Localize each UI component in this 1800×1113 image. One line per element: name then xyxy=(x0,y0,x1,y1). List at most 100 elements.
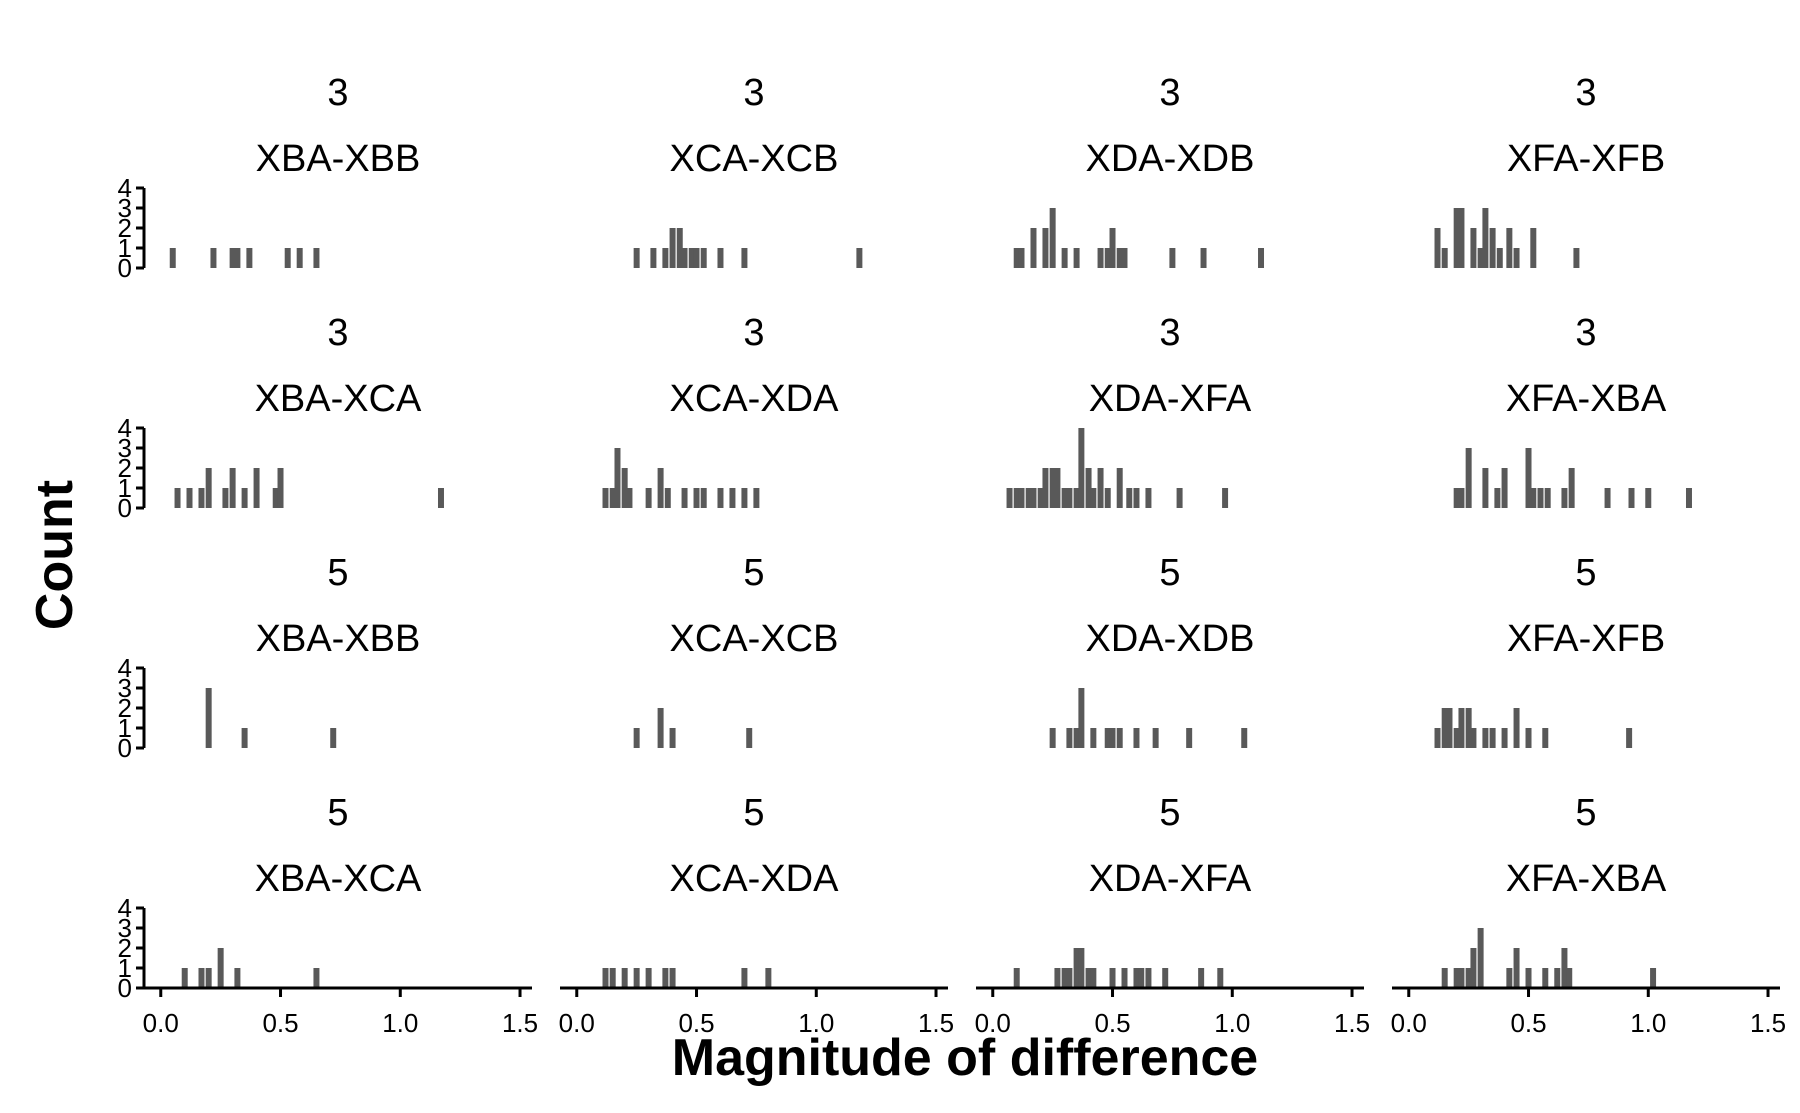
histogram-bar xyxy=(1513,248,1520,268)
histogram-bar xyxy=(1441,248,1448,268)
histogram-bar xyxy=(1453,968,1460,988)
histogram-bar xyxy=(1104,488,1111,508)
histogram-bar xyxy=(1525,448,1532,508)
histogram-bar xyxy=(681,488,688,508)
histogram-bar xyxy=(174,488,181,508)
panel-pair-label: XFA-XFB xyxy=(1507,618,1665,660)
histogram-bar xyxy=(229,468,236,508)
panel-group-label: 5 xyxy=(1575,792,1596,834)
y-tick-label: 0 xyxy=(118,973,132,1003)
x-tick-label: 0.0 xyxy=(975,1008,1011,1038)
histogram-bar xyxy=(657,468,664,508)
histogram-bar xyxy=(729,488,736,508)
histogram-bar xyxy=(621,968,628,988)
panel-5-XDA-XDB: 5 XDA-XDB xyxy=(1049,552,1254,748)
panel-pair-label: XBA-XCA xyxy=(255,858,422,900)
histogram-bar xyxy=(1104,248,1111,268)
histogram-bar xyxy=(741,968,748,988)
histogram-bar xyxy=(1152,728,1159,748)
histogram-bar xyxy=(1482,468,1489,508)
histogram-bar xyxy=(1176,488,1183,508)
panel-5-XCA-XDA: 5 XCA-XDA 0.0 0.5 1.0 1.5 xyxy=(559,792,954,1038)
histogram-bar xyxy=(1626,728,1633,748)
histogram-bar xyxy=(1078,688,1085,748)
histogram-bar xyxy=(1078,428,1085,508)
histogram-bar xyxy=(1085,968,1092,988)
y-tick-label: 0 xyxy=(118,733,132,763)
x-tick-label: 1.0 xyxy=(1630,1008,1666,1038)
x-tick-label: 0.0 xyxy=(1391,1008,1427,1038)
histogram-bar xyxy=(1458,208,1465,268)
histogram-bar xyxy=(330,728,337,748)
histogram-bar xyxy=(1561,948,1568,988)
histogram-bar xyxy=(633,248,640,268)
histogram-bar xyxy=(626,488,633,508)
panel-pair-label: XCA-XDA xyxy=(670,378,840,420)
histogram-bar xyxy=(217,948,224,988)
histogram-bar xyxy=(1453,208,1460,268)
histogram-bar xyxy=(198,488,205,508)
y-tick-label: 0 xyxy=(118,493,132,523)
y-tick-label: 1 xyxy=(118,473,132,503)
panel-pair-label: XCA-XCB xyxy=(670,138,839,180)
panel-group-label: 3 xyxy=(1159,72,1180,114)
histogram-bar xyxy=(602,488,609,508)
histogram-bar xyxy=(657,708,664,748)
histogram-bar xyxy=(1482,728,1489,748)
histogram-bar xyxy=(1241,728,1248,748)
histogram-bar xyxy=(1604,488,1611,508)
histogram-bar xyxy=(1030,228,1037,268)
histogram-bar xyxy=(1109,228,1116,268)
panel-5-XFA-XBA: 5 XFA-XBA 0.0 0.5 1.0 1.5 xyxy=(1391,792,1786,1038)
histogram-bar xyxy=(1542,968,1549,988)
panel-3-XCA-XCB: 3 XCA-XCB xyxy=(633,72,863,268)
histogram-bar xyxy=(1554,968,1561,988)
histogram-bar xyxy=(169,248,176,268)
histogram-bar xyxy=(1090,968,1097,988)
histogram-bar xyxy=(1066,728,1073,748)
histogram-bar xyxy=(1030,488,1037,508)
histogram-bar xyxy=(1116,468,1123,508)
panel-3-XDA-XDB: 3 XDA-XDB xyxy=(1013,72,1265,268)
histogram-bar xyxy=(1018,488,1025,508)
histogram-bar xyxy=(1116,248,1123,268)
histogram-bar xyxy=(1573,248,1580,268)
histogram-bar xyxy=(1073,728,1080,748)
histogram-bar xyxy=(741,248,748,268)
histogram-bar xyxy=(1525,968,1532,988)
panel-pair-label: XBA-XBB xyxy=(256,138,421,180)
histogram-bar xyxy=(1470,728,1477,748)
x-tick-label: 0.5 xyxy=(1094,1008,1130,1038)
panel-group-label: 3 xyxy=(327,312,348,354)
histogram-bar xyxy=(856,248,863,268)
histogram-bar xyxy=(1446,708,1453,748)
y-tick-label: 2 xyxy=(118,453,132,483)
histogram-bar xyxy=(1441,968,1448,988)
histogram-bar xyxy=(1145,968,1152,988)
histogram-bar xyxy=(1200,248,1207,268)
panel-pair-label: XFA-XFB xyxy=(1507,138,1665,180)
histogram-bar xyxy=(1542,728,1549,748)
histogram-bar xyxy=(1470,228,1477,268)
y-tick-label: 2 xyxy=(118,693,132,723)
panel-group-label: 5 xyxy=(1159,792,1180,834)
histogram-bar xyxy=(1494,488,1501,508)
histogram-bar xyxy=(1049,468,1056,508)
histogram-bar xyxy=(676,228,683,268)
x-tick-label: 1.0 xyxy=(382,1008,418,1038)
histogram-bar xyxy=(700,248,707,268)
histogram-bar xyxy=(1530,488,1537,508)
histogram-bar xyxy=(1525,728,1532,748)
histogram-bar xyxy=(1066,968,1073,988)
histogram-bar xyxy=(313,248,320,268)
y-tick-label: 3 xyxy=(118,673,132,703)
histogram-bar xyxy=(1162,968,1169,988)
histogram-bar xyxy=(198,968,205,988)
histogram-bar xyxy=(1477,248,1484,268)
histogram-bar xyxy=(1097,468,1104,508)
histogram-bar xyxy=(1537,488,1544,508)
histogram-bar xyxy=(645,968,652,988)
histogram-bar xyxy=(1453,488,1460,508)
